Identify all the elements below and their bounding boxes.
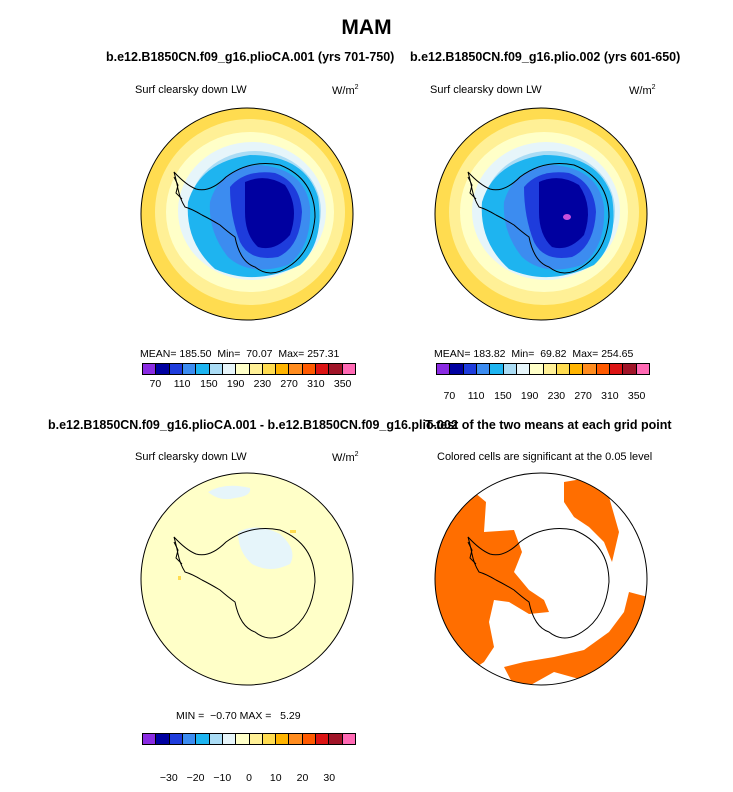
colorbar-swatch — [236, 364, 250, 374]
colorbar-swatch — [209, 734, 223, 744]
colorbar-tick-label: 10 — [269, 772, 282, 784]
colorbar-tick-label: 270 — [280, 378, 298, 390]
colorbar-swatch — [596, 364, 611, 374]
colorbar-swatch — [516, 364, 531, 374]
colorbar-swatch — [503, 364, 517, 374]
colorbar-ticks-top-right: 70 110 150 190 230 270 310 350 — [436, 390, 650, 402]
colorbar-swatch — [169, 734, 183, 744]
colorbar-swatch — [463, 364, 477, 374]
panel-title-bottom-left: b.e12.B1850CN.f09_g16.plioCA.001 - b.e12… — [48, 418, 458, 432]
colorbar-swatch — [143, 734, 157, 744]
colorbar-tick-label: −30 — [159, 772, 178, 784]
colorbar-swatch — [196, 734, 210, 744]
colorbar-swatch — [169, 364, 183, 374]
units-label-top-right: W/m2 — [629, 84, 656, 97]
colorbar-swatch — [490, 364, 504, 374]
panel-title-bottom-right: T-test of the two means at each grid poi… — [425, 418, 672, 432]
ttest-map-bottom-right — [434, 472, 648, 686]
colorbar-tick-label: 150 — [200, 378, 218, 390]
figure-title: MAM — [341, 16, 392, 39]
colorbar-swatch — [262, 734, 277, 744]
antarctic-map-top-right — [434, 107, 648, 321]
colorbar-swatch — [156, 364, 170, 374]
panel-title-top-left: b.e12.B1850CN.f09_g16.plioCA.001 (yrs 70… — [106, 50, 395, 64]
colorbar-tick-label: 230 — [253, 378, 272, 390]
colorbar-top-right — [436, 363, 650, 375]
variable-label-top-right: Surf clearsky down LW — [430, 84, 542, 96]
colorbar-swatch — [302, 364, 317, 374]
colorbar-swatch — [329, 364, 343, 374]
variable-label-top-left: Surf clearsky down LW — [135, 84, 247, 96]
colorbar-ticks-bottom-left: −30 −20 −10 0 10 20 30 — [142, 772, 356, 784]
colorbar-swatch — [302, 734, 317, 744]
stats-bottom-left: MIN = −0.70 MAX = 5.29 — [176, 710, 301, 722]
colorbar-tick-label: 310 — [307, 378, 325, 390]
colorbar-swatch — [276, 734, 290, 744]
colorbar-swatch — [156, 734, 170, 744]
colorbar-swatch — [289, 364, 303, 374]
colorbar-bottom-left — [142, 733, 356, 745]
colorbar-top-left — [142, 363, 356, 375]
colorbar-swatch — [289, 734, 303, 744]
colorbar-swatch — [530, 364, 544, 374]
colorbar-swatch — [276, 364, 290, 374]
colorbar-tick-label: 110 — [173, 378, 191, 390]
colorbar-swatch — [450, 364, 464, 374]
colorbar-swatch — [222, 734, 237, 744]
colorbar-tick-label: 350 — [333, 378, 352, 390]
colorbar-tick-label: −10 — [213, 772, 232, 784]
units-label-bottom-left: W/m2 — [332, 451, 359, 464]
colorbar-swatch — [182, 364, 197, 374]
colorbar-swatch — [209, 364, 223, 374]
colorbar-swatch — [570, 364, 584, 374]
colorbar-swatch — [316, 364, 330, 374]
stats-top-left: MEAN= 185.50 Min= 70.07 Max= 257.31 — [140, 348, 340, 360]
colorbar-swatch — [543, 364, 557, 374]
colorbar-tick-label: 20 — [296, 772, 309, 784]
colorbar-swatch — [437, 364, 451, 374]
colorbar-tick-label: 190 — [520, 390, 539, 402]
colorbar-swatch — [222, 364, 237, 374]
colorbar-swatch — [143, 364, 157, 374]
colorbar-swatch — [342, 734, 355, 744]
colorbar-tick-label: 310 — [601, 390, 619, 402]
colorbar-swatch — [636, 364, 649, 374]
stats-top-right: MEAN= 183.82 Min= 69.82 Max= 254.65 — [434, 348, 634, 360]
colorbar-tick-label: 350 — [627, 390, 646, 402]
colorbar-swatch — [623, 364, 637, 374]
colorbar-tick-label: 30 — [323, 772, 336, 784]
colorbar-tick-label: 70 — [443, 390, 456, 402]
colorbar-tick-label: 110 — [467, 390, 485, 402]
colorbar-tick-label: 270 — [574, 390, 592, 402]
units-label-top-left: W/m2 — [332, 84, 359, 97]
colorbar-swatch — [556, 364, 571, 374]
antarctic-map-top-left — [140, 107, 354, 321]
colorbar-swatch — [476, 364, 491, 374]
significance-label: Colored cells are significant at the 0.0… — [437, 451, 653, 463]
colorbar-swatch — [316, 734, 330, 744]
colorbar-tick-label: 190 — [226, 378, 245, 390]
colorbar-swatch — [249, 734, 263, 744]
colorbar-swatch — [249, 364, 263, 374]
colorbar-swatch — [329, 734, 343, 744]
colorbar-tick-label: 230 — [547, 390, 566, 402]
colorbar-swatch — [342, 364, 355, 374]
panel-title-top-right: b.e12.B1850CN.f09_g16.plio.002 (yrs 601-… — [410, 50, 681, 64]
colorbar-tick-label: 70 — [149, 378, 162, 390]
colorbar-swatch — [583, 364, 597, 374]
colorbar-tick-label: 150 — [494, 390, 512, 402]
colorbar-tick-label: −20 — [186, 772, 205, 784]
colorbar-tick-label: 0 — [246, 772, 252, 784]
colorbar-swatch — [182, 734, 197, 744]
variable-label-bottom-left: Surf clearsky down LW — [135, 451, 247, 463]
colorbar-swatch — [610, 364, 624, 374]
colorbar-swatch — [236, 734, 250, 744]
colorbar-swatch — [262, 364, 277, 374]
antarctic-map-bottom-left — [140, 472, 354, 686]
colorbar-ticks-top-left: 70 110 150 190 230 270 310 350 — [142, 378, 356, 390]
colorbar-swatch — [196, 364, 210, 374]
